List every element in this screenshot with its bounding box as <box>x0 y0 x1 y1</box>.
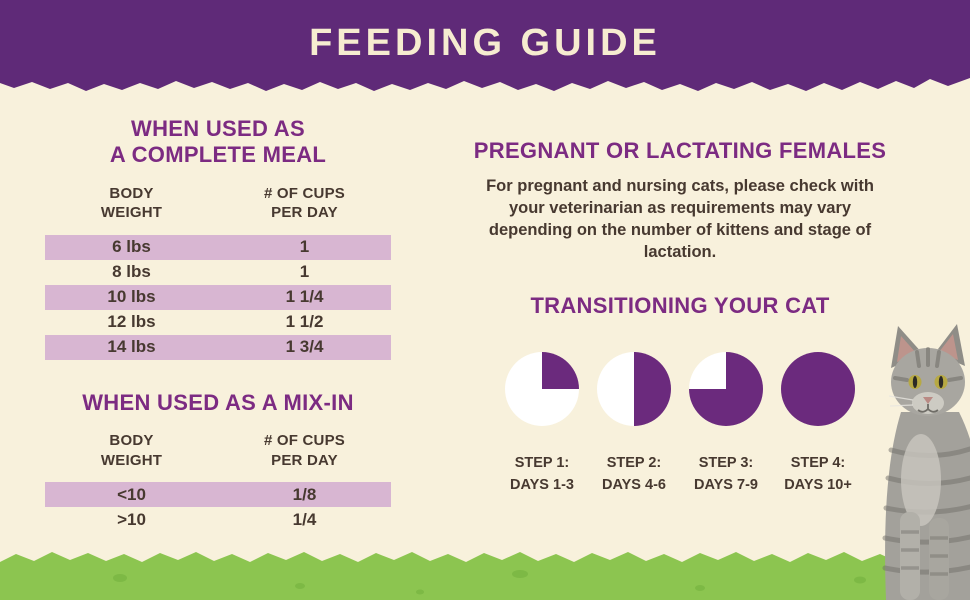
table-row: 8 lbs 1 <box>45 260 391 285</box>
table-row: <10 1/8 <box>45 482 391 508</box>
cat-image <box>882 324 970 600</box>
weight-cell: 14 lbs <box>107 337 156 357</box>
transition-pie-step-2 <box>597 351 671 426</box>
transition-step: STEP 2: DAYS 4-6 <box>597 351 672 497</box>
pregnant-body-text: For pregnant and nursing cats, please ch… <box>486 177 874 261</box>
pregnant-heading: PREGNANT OR LACTATING FEMALES <box>473 138 887 163</box>
cups-cell: 1/4 <box>292 509 317 529</box>
mix-in-heading: WHEN USED AS A MIX-IN <box>82 389 354 415</box>
cups-cell: 1 <box>299 237 310 257</box>
table-header-row: BODY WEIGHT # OF CUPS PER DAY <box>45 431 391 470</box>
body-weight-column-header: BODY WEIGHT <box>100 184 163 222</box>
feeding-tables-section: WHEN USED AS A COMPLETE MEAL BODY WEIGHT… <box>45 116 391 532</box>
header-banner: FEEDING GUIDE <box>0 0 970 104</box>
cups-cell: 1 1/4 <box>285 287 324 307</box>
complete-meal-heading: WHEN USED AS A COMPLETE MEAL <box>45 116 391 169</box>
weight-cell: <10 <box>117 484 146 504</box>
transition-steps: STEP 1: DAYS 1-3 STEP 2: DAYS 4-6 STEP 3… <box>452 351 908 497</box>
torn-edge-bottom <box>0 552 970 600</box>
step-label: STEP 1: DAYS 1-3 <box>510 454 574 494</box>
transition-step: STEP 1: DAYS 1-3 <box>505 351 580 497</box>
weight-cell: 12 lbs <box>107 312 156 332</box>
transition-pie-step-3 <box>689 351 763 426</box>
step-label: STEP 2: DAYS 4-6 <box>602 454 666 494</box>
step-label: STEP 3: DAYS 7-9 <box>694 454 758 494</box>
transition-step: STEP 3: DAYS 7-9 <box>689 351 764 497</box>
table-row: >10 1/4 <box>45 507 391 532</box>
complete-meal-table: BODY WEIGHT # OF CUPS PER DAY 6 lbs 1 8 … <box>45 184 391 360</box>
cups-cell: 1 3/4 <box>285 337 324 357</box>
footer-band <box>0 542 970 600</box>
table-row: 12 lbs 1 1/2 <box>45 310 391 335</box>
weight-cell: 8 lbs <box>112 262 151 282</box>
transitioning-heading: TRANSITIONING YOUR CAT <box>530 293 830 319</box>
page-title: FEEDING GUIDE <box>309 22 661 64</box>
torn-edge-top <box>0 0 970 91</box>
table-row: 10 lbs 1 1/4 <box>45 284 391 310</box>
transition-pie-step-4 <box>781 351 855 426</box>
transition-step: STEP 4: DAYS 10+ <box>781 351 856 497</box>
table-header-row: BODY WEIGHT # OF CUPS PER DAY <box>45 184 391 223</box>
table-row: 6 lbs 1 <box>45 234 391 260</box>
weight-cell: >10 <box>117 509 146 529</box>
cups-cell: 1/8 <box>292 484 317 504</box>
complete-meal-heading-line2: A COMPLETE MEAL <box>109 142 327 168</box>
weight-cell: 6 lbs <box>112 237 151 257</box>
body-weight-column-header: BODY WEIGHT <box>100 432 163 469</box>
table-row: 14 lbs 1 3/4 <box>45 334 391 360</box>
cups-per-day-column-header: # OF CUPS PER DAY <box>264 184 345 222</box>
cups-per-day-column-header: # OF CUPS PER DAY <box>264 432 345 469</box>
cups-cell: 1 <box>299 262 310 282</box>
weight-cell: 10 lbs <box>107 287 156 307</box>
pregnant-and-transition-section: PREGNANT OR LACTATING FEMALES For pregna… <box>452 138 908 497</box>
cups-cell: 1 1/2 <box>285 312 324 332</box>
step-label: STEP 4: DAYS 10+ <box>784 454 852 494</box>
transition-pie-step-1 <box>505 351 579 426</box>
mix-in-table: BODY WEIGHT # OF CUPS PER DAY <10 1/8 >1… <box>45 431 391 532</box>
complete-meal-heading-line1: WHEN USED AS <box>131 116 305 141</box>
